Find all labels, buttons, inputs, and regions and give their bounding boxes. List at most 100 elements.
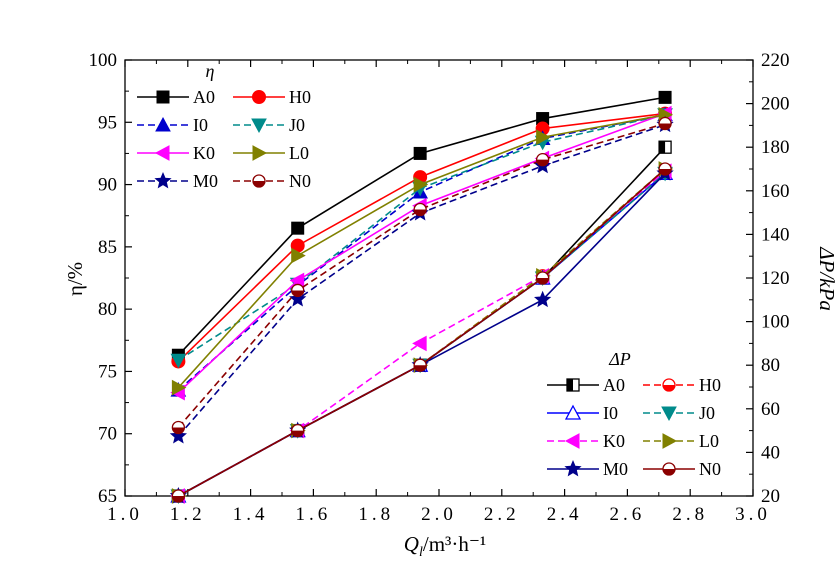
dp-legend-item-i0: I0 [547, 403, 618, 423]
y-right-tick-label: 100 [761, 312, 790, 333]
x-axis-label-q: Q [404, 532, 419, 556]
eta-legend-title: η [206, 61, 215, 81]
dp-legend-marker [661, 406, 677, 422]
dp-legend-item-l0: L0 [643, 431, 719, 451]
eta-legend-item-n0: N0 [233, 171, 311, 191]
y-right-tick-label: 60 [761, 399, 780, 420]
y-left-tick-label: 90 [98, 175, 117, 196]
eta-line-n0 [177, 122, 666, 429]
eta-legend-label: M0 [193, 171, 218, 191]
eta-legend-marker [156, 90, 170, 104]
dp-legend-label: M0 [603, 459, 628, 479]
x-tick-label: 1.0 [107, 504, 143, 525]
y-left-tick-label: 70 [98, 424, 117, 445]
dp-point-n0-marker-fill [291, 430, 304, 437]
dp-legend-marker [662, 433, 678, 449]
eta-series-n0 [171, 116, 672, 435]
y-right-tick-label: 120 [761, 268, 790, 289]
eta-series-m0 [169, 115, 674, 444]
dp-legend-marker [564, 459, 582, 477]
eta-legend-item-l0: L0 [233, 143, 309, 163]
dp-legend-label: A0 [603, 375, 625, 395]
eta-legend-label: H0 [289, 87, 311, 107]
y-left-tick-label: 85 [98, 237, 117, 258]
x-tick-label: 2.2 [484, 504, 520, 525]
eta-legend-label: J0 [289, 115, 305, 135]
x-axis-label-sub: l [419, 545, 423, 560]
dp-legend-marker [564, 433, 580, 449]
eta-point-j0-marker [170, 353, 187, 369]
dp-legend-marker [564, 404, 582, 420]
eta-point-l0-marker [291, 247, 306, 264]
y-left-tick-label: 100 [89, 50, 118, 71]
dp-point-a0-marker-fill [659, 141, 666, 154]
x-tick-label: 1.4 [233, 504, 269, 525]
eta-series-l0 [171, 106, 674, 396]
dp-point-n0-marker-fill [536, 278, 549, 284]
dp-point-m0-marker [534, 290, 552, 308]
eta-series-a0 [171, 90, 672, 362]
dp-point-n0-marker-fill [659, 169, 672, 175]
dp-point-k0-marker [412, 335, 427, 352]
y-axis-right-label: ΔP/kPa [815, 246, 836, 311]
y-right-tick-label: 140 [761, 224, 790, 245]
eta-point-n0-marker-fill [414, 209, 427, 216]
y-right-tick-label: 160 [761, 181, 790, 202]
dp-line-k0 [177, 170, 666, 497]
dp-legend-marker-fill [663, 469, 675, 475]
dp-series-n0 [171, 162, 672, 503]
eta-legend-marker [251, 118, 267, 134]
x-tick-label: 1.8 [358, 504, 394, 525]
eta-legend-marker-fill [253, 181, 265, 187]
dp-legend-label: I0 [603, 403, 618, 423]
eta-legend-item-i0: I0 [137, 115, 208, 135]
eta-point-m0-marker [289, 290, 307, 307]
x-tick-label: 2.4 [547, 504, 583, 525]
dp-legend-item-h0: H0 [643, 375, 721, 395]
eta-legend-marker [252, 145, 268, 161]
eta-legend-item-a0: A0 [137, 87, 215, 107]
y-axis-left-label: η/% [63, 262, 87, 296]
y-left-tick-label: 80 [98, 299, 117, 320]
x-tick-label: 2.6 [610, 504, 646, 525]
eta-legend-label: A0 [193, 87, 215, 107]
y-right-tick-label: 80 [761, 355, 780, 376]
dp-legend-label: K0 [603, 431, 625, 451]
x-tick-label: 1.6 [296, 504, 332, 525]
eta-legend-marker [154, 171, 172, 189]
dp-line-m0 [177, 172, 666, 497]
eta-point-n0-marker-fill [659, 123, 672, 130]
x-tick-label: 2.0 [421, 504, 457, 525]
eta-legend-marker [252, 90, 266, 104]
eta-point-a0-marker [658, 90, 672, 104]
dp-legend-label: J0 [699, 403, 715, 423]
dp-legend-item-a0: A0 [547, 375, 625, 395]
dp-legend-label: H0 [699, 375, 721, 395]
dp-line-h0 [177, 170, 666, 497]
y-left-tick-label: 65 [98, 486, 117, 507]
dp-line-i0 [177, 172, 666, 497]
eta-legend-label: K0 [193, 143, 215, 163]
eta-point-n0-marker-fill [172, 427, 185, 434]
dp-legend-item-j0: J0 [643, 403, 715, 423]
x-tick-label: 2.8 [672, 504, 708, 525]
eta-legend-label: L0 [289, 143, 309, 163]
eta-point-l0-marker [413, 176, 429, 193]
dp-legend-item-n0: N0 [643, 459, 721, 479]
y-left-tick-label: 75 [98, 361, 117, 382]
y-left-tick-label: 95 [98, 112, 117, 133]
dp-point-n0-marker-fill [172, 496, 185, 503]
eta-point-a0-marker [413, 146, 427, 160]
eta-point-n0-marker-fill [536, 159, 549, 166]
eta-point-n0-marker-fill [291, 290, 304, 297]
eta-point-l0-marker [536, 129, 551, 146]
eta-legend-item-k0: K0 [137, 143, 215, 163]
dp-legend-label: N0 [699, 459, 721, 479]
dp-legend-marker-fill [663, 385, 675, 391]
y-right-tick-label: 220 [761, 50, 790, 71]
dp-line-j0 [177, 172, 666, 497]
eta-point-l0-marker [171, 379, 187, 396]
dp-legend-title: ΔP [608, 349, 631, 369]
dp-legend-label: L0 [699, 431, 719, 451]
